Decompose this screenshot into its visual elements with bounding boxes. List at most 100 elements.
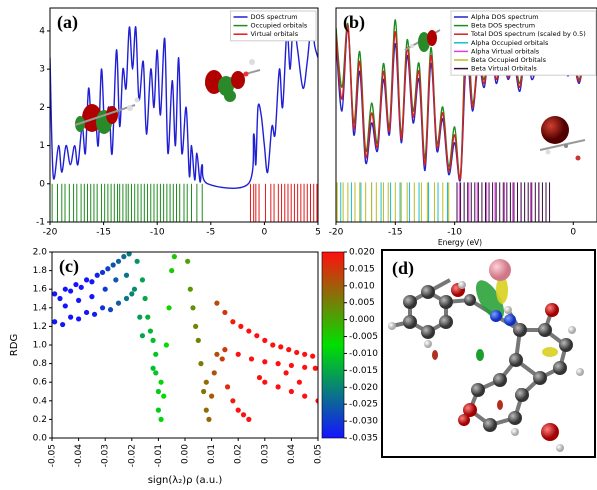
rdg-point (302, 364, 308, 370)
rdg-point (238, 323, 244, 329)
x-tick-label: 0.05 (314, 444, 324, 464)
x-tick-label: -10 (150, 228, 165, 238)
colorbar-tick-label: -0.005 (349, 332, 378, 342)
rdg-point (198, 361, 204, 367)
rdg-point (99, 305, 106, 311)
rdg-point (126, 252, 132, 257)
rdg-point (158, 416, 164, 422)
rdg-point (190, 305, 196, 311)
rdg-point (134, 258, 140, 264)
colorbar-tick-label: -0.025 (349, 400, 378, 410)
rdg-point (115, 258, 122, 264)
rdg-point (57, 295, 63, 302)
rdg-point (230, 319, 236, 325)
orbital-inset (74, 97, 140, 134)
rdg-point (222, 347, 228, 353)
x-tick-label: -0.03 (101, 444, 111, 467)
rdg-point (62, 303, 68, 309)
rdg-point (129, 291, 135, 297)
rdg-point (142, 295, 148, 302)
rdg-point (214, 300, 220, 306)
rdg-point (155, 407, 161, 413)
rdg-point (256, 374, 263, 381)
legend-label: Total DOS spectrum (scaled by 0.5) (470, 30, 586, 38)
rdg-point (275, 361, 281, 367)
x-tick-label: -5 (206, 228, 215, 238)
rdg-point (195, 337, 201, 343)
rdg-point (262, 379, 268, 385)
rdg-point (270, 342, 276, 348)
y-tick-label: 2.0 (33, 248, 48, 258)
rdg-point (201, 388, 207, 395)
rdg-point (78, 284, 84, 290)
rdg-point (52, 291, 58, 297)
orbital-inset (204, 59, 261, 102)
rdg-point (89, 279, 95, 285)
rdg-point (60, 321, 66, 328)
rdg-point (99, 269, 106, 276)
y-tick-label: 2 (39, 103, 45, 113)
x-tick-label: 5 (315, 228, 321, 238)
rdg-point (214, 351, 220, 357)
legend-box (230, 10, 317, 42)
rdg-point (302, 351, 308, 357)
x-tick-label: -0.05 (48, 444, 58, 467)
rdg-point (83, 277, 90, 283)
y-tick-label: 0.8 (33, 359, 48, 369)
rdg-point (203, 407, 209, 413)
rdg-point (171, 254, 177, 260)
rdg-point (145, 314, 151, 320)
rdg-point (310, 353, 316, 359)
rdg-point (121, 254, 127, 260)
rdg-point (137, 314, 143, 320)
legend-box (450, 10, 597, 76)
rdg-point (62, 286, 68, 292)
rdg-point (139, 333, 146, 339)
rdg-point (187, 286, 193, 292)
y-tick-label: 1.4 (33, 303, 48, 313)
rdg-point (153, 370, 159, 376)
rdg-point (246, 328, 252, 334)
axes-frame (49, 7, 319, 223)
x-tick-label: 0.03 (260, 444, 270, 464)
rdg-point (283, 370, 289, 376)
y-tick-label: 0.6 (33, 378, 48, 388)
y-tick-label: -1 (36, 218, 45, 228)
rdg-point (230, 398, 236, 404)
rdg-point (219, 356, 225, 362)
colorbar-tick-label: -0.015 (349, 366, 378, 376)
rdg-point (115, 300, 122, 306)
rdg-point (254, 333, 260, 339)
chart-panel: 0.0 0.2 0.4 0.6 0.8 1.0 1.2 1.4 1.6 1.8 2.0 -0.05 -0… (9, 248, 378, 487)
legend-label: Occupied orbitals (251, 22, 308, 30)
rdg-point (278, 344, 284, 350)
x-tick-label: 0.01 (207, 444, 217, 464)
legend-label: Alpha Virtual orbitals (471, 47, 540, 55)
rdg-point (83, 309, 90, 316)
rdg-point (163, 342, 169, 348)
legend-label: Beta Occupied Orbitals (471, 56, 547, 64)
rdg-point (76, 297, 82, 303)
rdg-point (240, 412, 247, 418)
orbital-inset (404, 29, 441, 52)
x-tick-label: 0 (570, 228, 576, 238)
rdg-point (206, 416, 212, 422)
x-tick-label: 0.00 (181, 444, 191, 464)
legend-label: Virtual orbitals (251, 30, 299, 38)
x-tick-label: -20 (329, 228, 344, 238)
y-axis-label: RDG (9, 334, 20, 356)
colorbar-tick-label: 0.015 (349, 264, 375, 274)
rdg-point (222, 309, 228, 316)
rdg-point (110, 262, 116, 268)
x-tick-label: -20 (43, 228, 58, 238)
x-axis-label: sign(λ₂)ρ (a.u.) (148, 475, 223, 486)
axes-frame (335, 7, 597, 223)
legend-label: Beta Virtual Orbitals (471, 65, 537, 73)
x-tick-label: -15 (96, 228, 111, 238)
rdg-point (294, 349, 300, 356)
rdg-point (68, 288, 74, 294)
y-tick-label: 0.2 (33, 415, 47, 425)
